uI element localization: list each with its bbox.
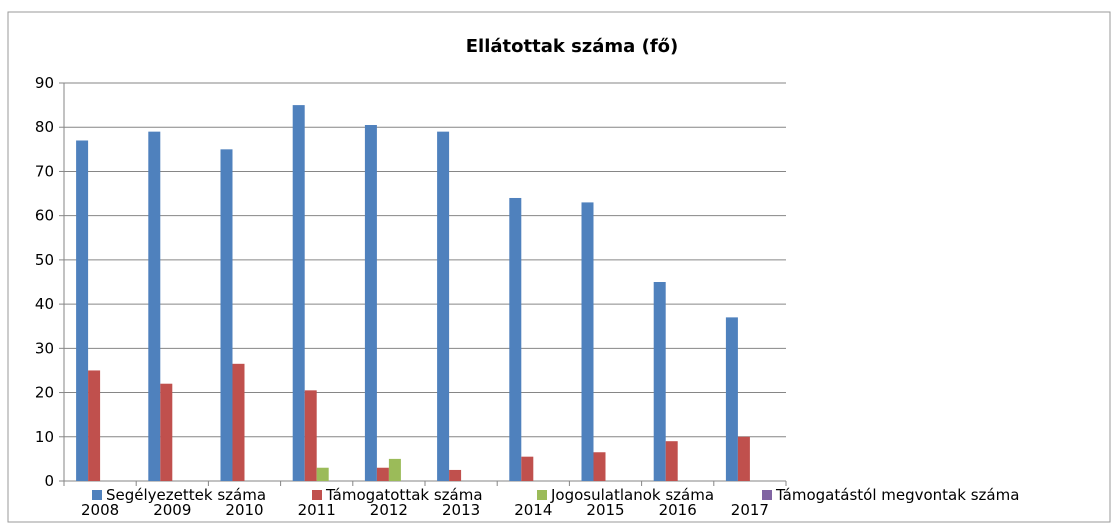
y-tick-label: 40 <box>35 295 54 313</box>
x-tick-label: 2014 <box>514 501 552 519</box>
bar-seg-lyezettek-sz-ma-2014 <box>509 197 522 481</box>
x-tick-label: 2013 <box>442 501 480 519</box>
legend-swatch <box>537 490 547 500</box>
legend-swatch <box>312 490 322 500</box>
bar-seg-lyezettek-sz-ma-2016 <box>653 282 666 481</box>
x-tick-label: 2016 <box>659 501 697 519</box>
bar-t-mogatottak-sz-ma-2013 <box>449 469 462 481</box>
bar-t-mogatottak-sz-ma-2017 <box>737 436 750 481</box>
bar-t-mogatottak-sz-ma-2009 <box>160 383 173 481</box>
x-tick-labels: 2008 2009 2010 2011 2012 2013 2014 2015 2016 2017 <box>81 501 769 519</box>
bar-t-mogatottak-sz-ma-2014 <box>521 456 534 481</box>
legend-swatch <box>92 490 102 500</box>
y-tick-label: 50 <box>35 251 54 269</box>
chart-border <box>7 11 1111 523</box>
legend-label: Támogatástól megvontak száma <box>775 486 1019 504</box>
bar-seg-lyezettek-sz-ma-2015 <box>581 202 594 481</box>
bars <box>76 105 750 482</box>
y-tick-label: 0 <box>44 472 54 490</box>
bar-seg-lyezettek-sz-ma-2009 <box>148 131 161 481</box>
y-tick-label: 80 <box>35 118 54 136</box>
y-tick-label: 70 <box>35 162 54 180</box>
legend: Segélyezettek száma Támogatottak száma Jog… <box>92 486 1019 504</box>
x-tick-label: 2011 <box>298 501 336 519</box>
bar-seg-lyezettek-sz-ma-2010 <box>220 149 233 482</box>
legend-label: Jogosulatlanok száma <box>550 486 714 504</box>
y-tick-label: 20 <box>35 384 54 402</box>
x-tick-label: 2010 <box>225 501 263 519</box>
y-tick-label: 30 <box>35 339 54 357</box>
bar-seg-lyezettek-sz-ma-2012 <box>364 125 377 481</box>
bar-seg-lyezettek-sz-ma-2013 <box>437 131 450 481</box>
y-tick-label: 10 <box>35 428 54 446</box>
bar-t-mogatottak-sz-ma-2011 <box>304 390 317 481</box>
legend-label: Segélyezettek száma <box>106 486 266 504</box>
bar-jogosulatlanok-sz-ma-2011 <box>316 467 329 481</box>
y-tick-label: 60 <box>35 207 54 225</box>
bar-seg-lyezettek-sz-ma-2017 <box>725 317 738 481</box>
x-tick-label: 2008 <box>81 501 119 519</box>
legend-label: Támogatottak száma <box>325 486 483 504</box>
bar-t-mogatottak-sz-ma-2016 <box>665 441 678 481</box>
y-tick-labels: 0 10 20 30 40 50 60 70 80 90 <box>35 74 54 490</box>
bar-jogosulatlanok-sz-ma-2012 <box>388 458 401 481</box>
x-tick-label: 2017 <box>731 501 769 519</box>
x-tick-label: 2015 <box>586 501 624 519</box>
bar-t-mogatottak-sz-ma-2015 <box>593 452 606 481</box>
bar-t-mogatottak-sz-ma-2012 <box>376 467 389 481</box>
x-tick-label: 2012 <box>370 501 408 519</box>
bar-t-mogatottak-sz-ma-2008 <box>88 370 101 481</box>
bar-seg-lyezettek-sz-ma-2008 <box>76 140 89 481</box>
bar-t-mogatottak-sz-ma-2010 <box>232 363 245 481</box>
chart-title: Ellátottak száma (fő) <box>466 36 679 57</box>
x-tick-label: 2009 <box>153 501 191 519</box>
legend-swatch <box>762 490 772 500</box>
y-tick-label: 90 <box>35 74 54 92</box>
bar-seg-lyezettek-sz-ma-2011 <box>292 105 305 481</box>
gridlines <box>64 82 786 438</box>
